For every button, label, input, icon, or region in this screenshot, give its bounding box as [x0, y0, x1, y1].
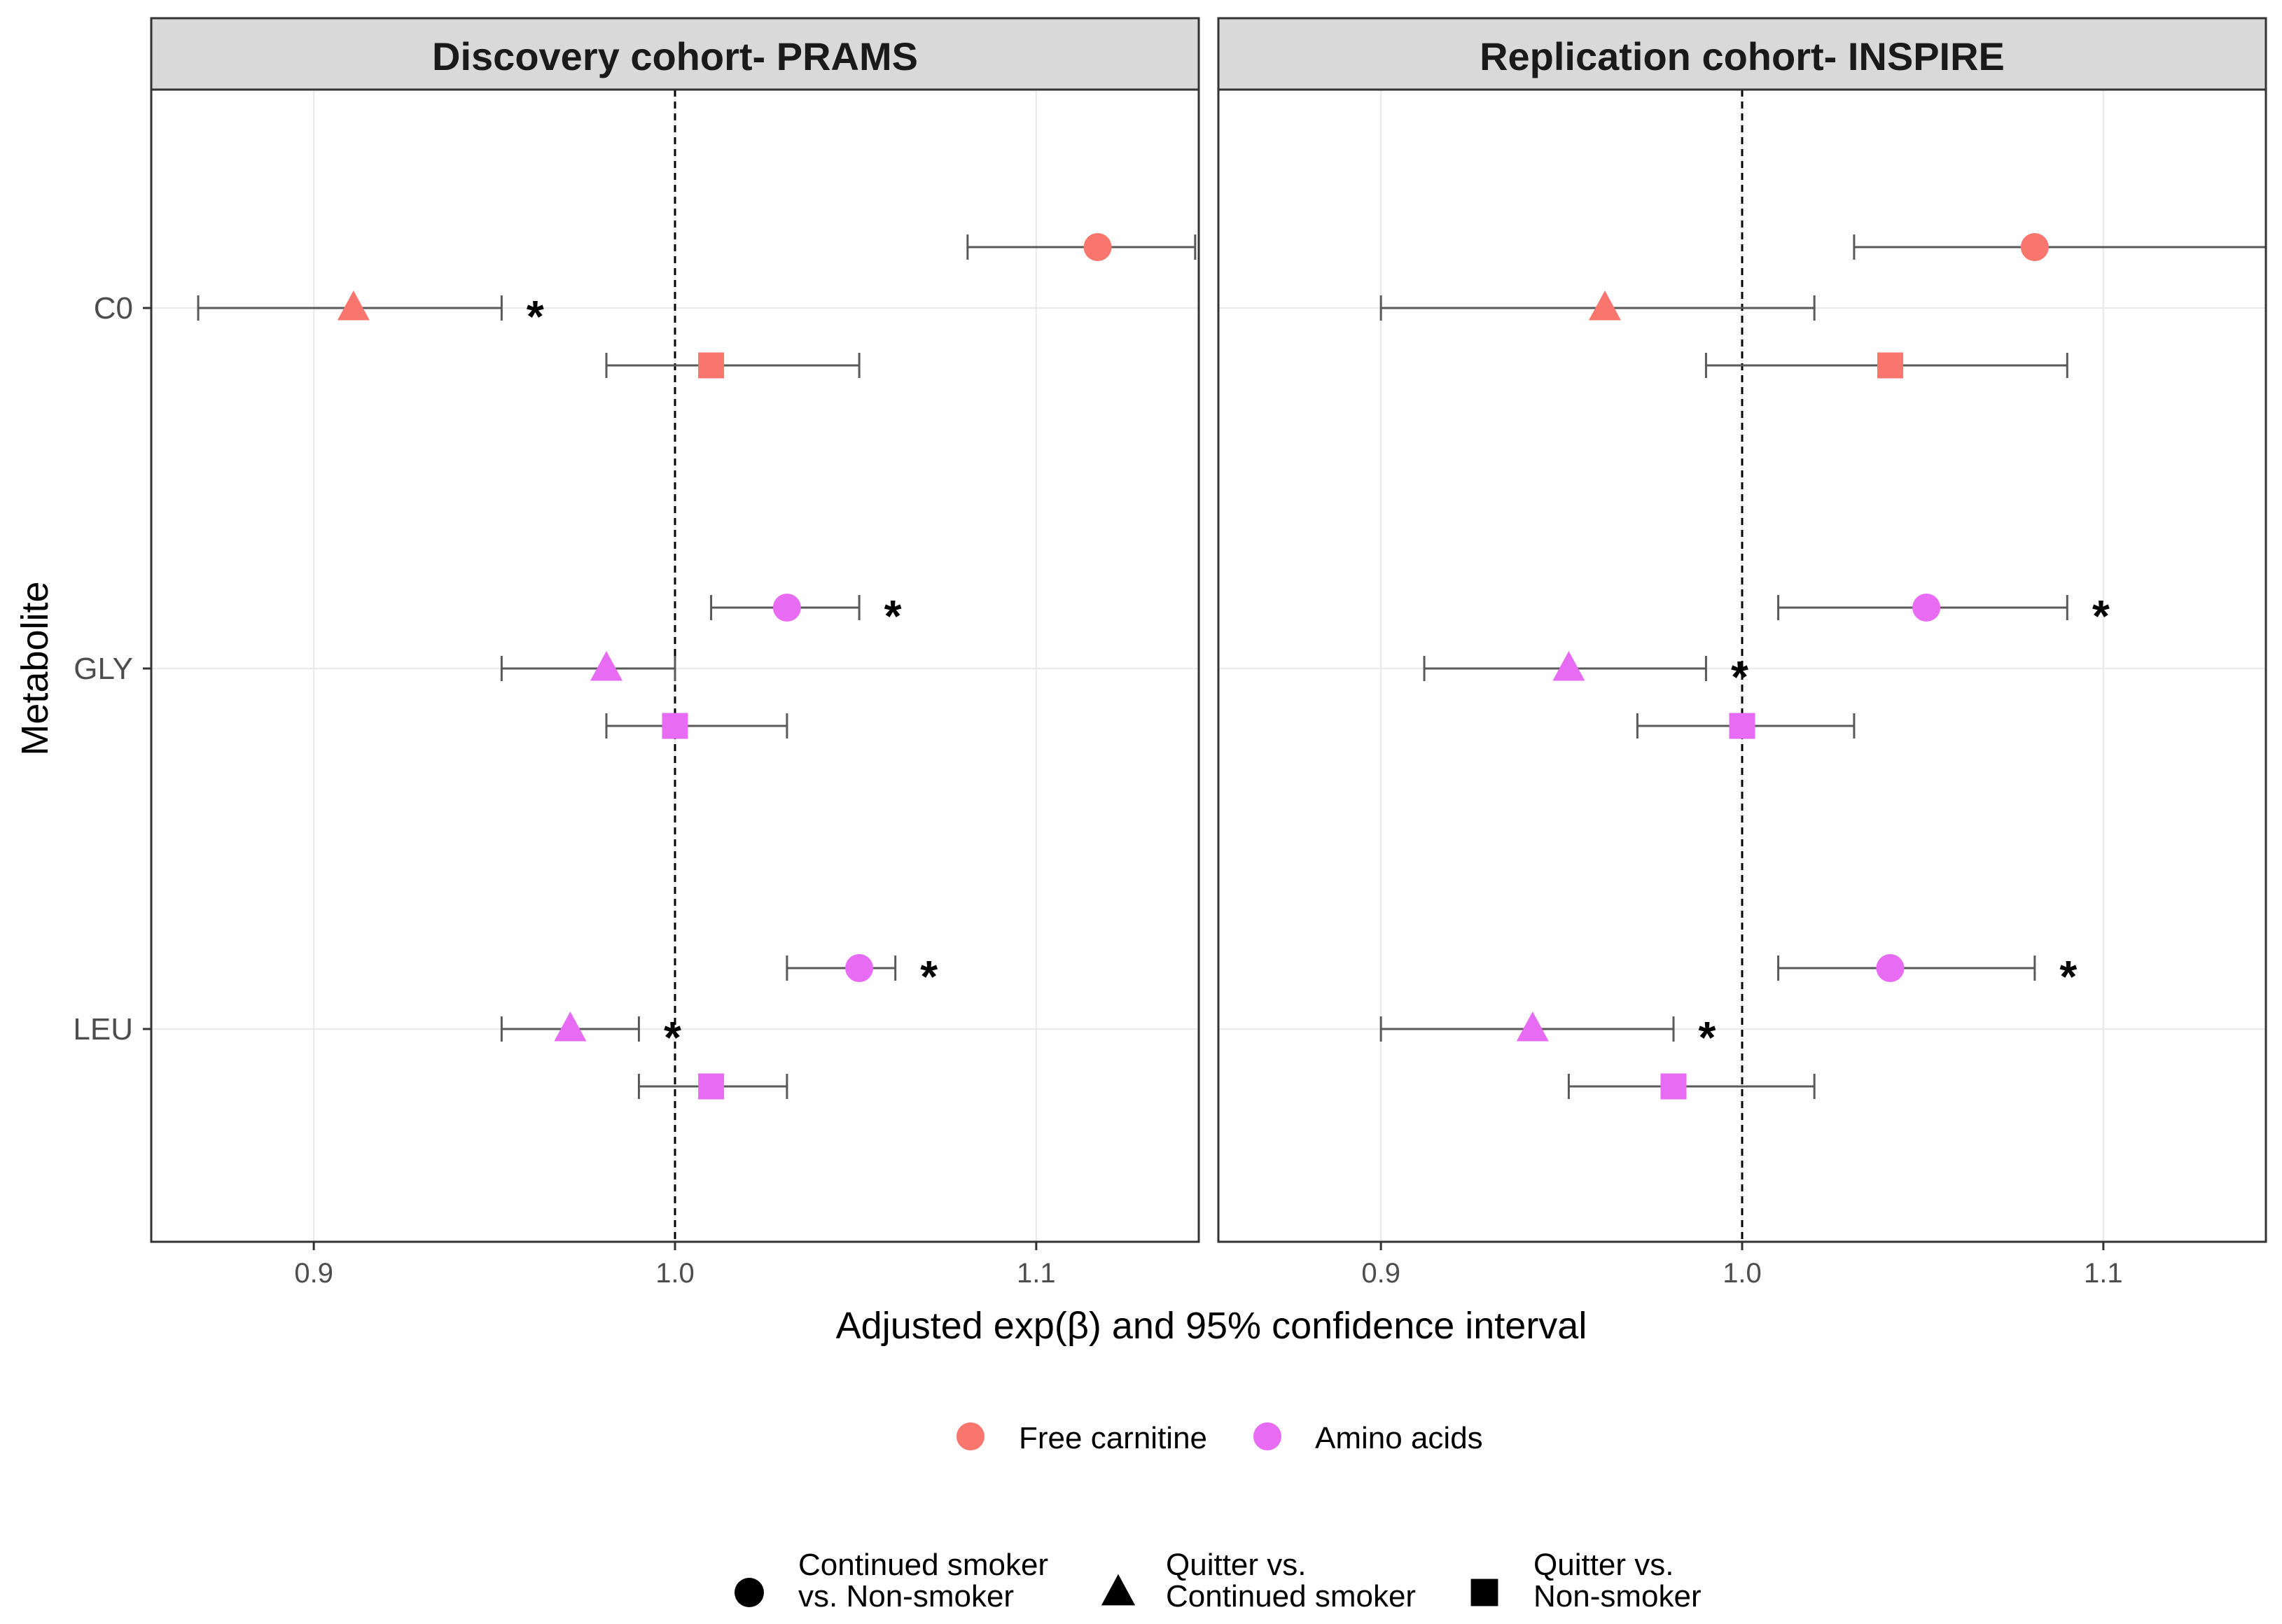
legend-shape-square	[1470, 1578, 1498, 1606]
significance-star: *	[2059, 951, 2077, 1002]
point-c0-quitter-vs-nonsmoker	[698, 352, 725, 379]
panel-title: Discovery cohort- PRAMS	[432, 34, 918, 78]
panel-strip	[150, 17, 1200, 91]
point-gly-continued	[772, 594, 801, 622]
significance-star: *	[527, 291, 544, 342]
legend-shape-triangle	[1101, 1574, 1136, 1606]
panel-title: Replication cohort- INSPIRE	[1480, 34, 2005, 78]
legend-shape-line2: vs. Non-smoker	[798, 1579, 1014, 1614]
point-gly-quitter-vs-nonsmoker	[1729, 713, 1755, 739]
color-legend: Free carnitine Amino acids	[956, 1421, 1483, 1455]
point-leu-quitter-vs-continued	[1516, 1011, 1549, 1042]
point-gly-quitter-vs-continued	[1552, 651, 1585, 681]
significance-star: *	[1699, 1012, 1716, 1063]
point-c0-quitter-vs-nonsmoker	[1877, 352, 1904, 379]
y-tick-label-gly: GLY	[74, 652, 133, 686]
panel-2: Replication cohort- INSPIRE*****0.91.01.…	[1217, 17, 2267, 1289]
point-gly-continued	[1912, 594, 1941, 622]
point-leu-quitter-vs-continued	[554, 1011, 587, 1042]
point-c0-continued	[2020, 233, 2049, 261]
legend-shape-line1: Continued smoker	[798, 1548, 1048, 1582]
legend-marker-amino-acids	[1253, 1422, 1281, 1450]
legend-shape-line1: Quitter vs.	[1166, 1548, 1307, 1582]
panel-1: Discovery cohort- PRAMS*****0.91.01.1	[150, 17, 1237, 1289]
significance-star: *	[664, 1012, 681, 1063]
x-tick-label: 1.0	[1723, 1258, 1762, 1289]
significance-star: *	[1731, 652, 1748, 702]
point-gly-quitter-vs-nonsmoker	[662, 713, 688, 739]
x-tick-label: 0.9	[1361, 1258, 1400, 1289]
point-leu-continued	[1876, 954, 1905, 982]
point-leu-quitter-vs-nonsmoker	[698, 1073, 725, 1100]
y-tick-label-c0: C0	[94, 291, 133, 326]
legend-shape-circle	[735, 1578, 764, 1607]
significance-star: *	[2092, 591, 2110, 641]
significance-star: *	[920, 951, 938, 1002]
x-tick-label: 0.9	[294, 1258, 333, 1289]
legend-shape-line1: Quitter vs.	[1533, 1548, 1674, 1582]
point-leu-quitter-vs-nonsmoker	[1660, 1073, 1687, 1100]
legend-label-amino-acids: Amino acids	[1315, 1421, 1483, 1455]
point-c0-continued	[1083, 233, 1112, 261]
x-tick-label: 1.1	[1017, 1258, 1056, 1289]
x-axis-title: Adjusted exp(β) and 95% confidence inter…	[836, 1305, 1587, 1347]
legend-label-free-carnitine: Free carnitine	[1019, 1421, 1207, 1455]
y-axis: C0 GLY LEU	[73, 291, 151, 1046]
x-tick-label: 1.0	[655, 1258, 695, 1289]
legend-shape-line2: Non-smoker	[1533, 1579, 1702, 1614]
panel-strip	[1217, 17, 2267, 91]
point-c0-quitter-vs-continued	[1588, 290, 1621, 321]
x-tick-label: 1.1	[2084, 1258, 2123, 1289]
y-tick-label-leu: LEU	[73, 1012, 133, 1046]
legend-shape-line2: Continued smoker	[1166, 1579, 1416, 1614]
legend-marker-free-carnitine	[956, 1422, 985, 1450]
point-leu-continued	[845, 954, 874, 982]
significance-star: *	[884, 591, 902, 641]
point-c0-quitter-vs-continued	[337, 290, 370, 321]
point-gly-quitter-vs-continued	[590, 651, 622, 681]
panels-layer: Discovery cohort- PRAMS * * * * * 0.9 1.0 1.1 Rep…	[150, 17, 2267, 1289]
y-axis-title: Metabolite	[14, 581, 56, 755]
